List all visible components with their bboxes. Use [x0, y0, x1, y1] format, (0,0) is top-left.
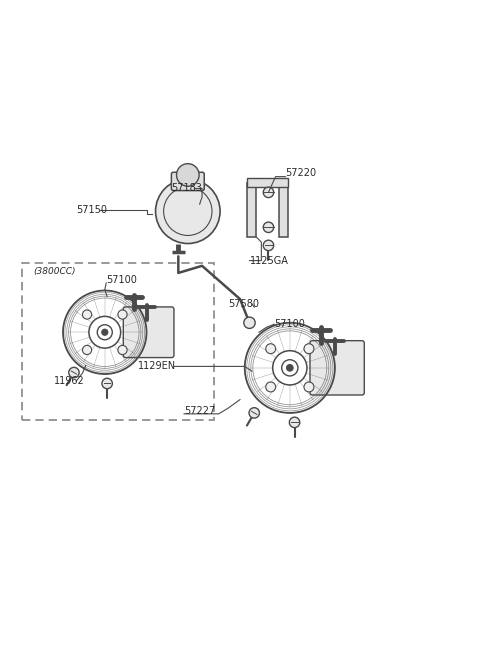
Circle shape — [118, 310, 127, 319]
FancyBboxPatch shape — [310, 341, 364, 395]
Circle shape — [266, 382, 276, 392]
Text: 57100: 57100 — [274, 319, 305, 329]
Text: 57220: 57220 — [286, 168, 317, 178]
FancyBboxPatch shape — [123, 307, 174, 358]
Circle shape — [263, 222, 274, 233]
Text: 57183: 57183 — [171, 183, 202, 193]
Circle shape — [249, 407, 260, 418]
Circle shape — [118, 345, 127, 354]
Text: 57100: 57100 — [106, 275, 137, 285]
Bar — [22, 263, 214, 420]
Circle shape — [244, 317, 255, 328]
Circle shape — [287, 365, 293, 371]
Circle shape — [304, 382, 314, 392]
Circle shape — [69, 367, 79, 378]
Circle shape — [304, 344, 314, 354]
Circle shape — [156, 179, 220, 244]
Text: (3800CC): (3800CC) — [34, 267, 76, 276]
FancyBboxPatch shape — [279, 183, 288, 237]
Circle shape — [266, 344, 276, 354]
Circle shape — [102, 379, 112, 388]
Circle shape — [289, 417, 300, 428]
Bar — [247, 178, 288, 187]
Text: 11962: 11962 — [54, 376, 85, 386]
Text: 57150: 57150 — [76, 205, 108, 215]
Circle shape — [83, 310, 92, 319]
FancyBboxPatch shape — [247, 183, 256, 237]
Circle shape — [263, 240, 274, 251]
Circle shape — [263, 187, 274, 198]
Text: 1129EN: 1129EN — [138, 362, 176, 371]
Text: 1125GA: 1125GA — [250, 255, 288, 266]
Circle shape — [102, 329, 108, 335]
Circle shape — [177, 164, 199, 186]
Text: 57580: 57580 — [228, 299, 259, 309]
FancyBboxPatch shape — [171, 172, 204, 191]
Circle shape — [83, 345, 92, 354]
Text: 57227: 57227 — [184, 406, 215, 416]
